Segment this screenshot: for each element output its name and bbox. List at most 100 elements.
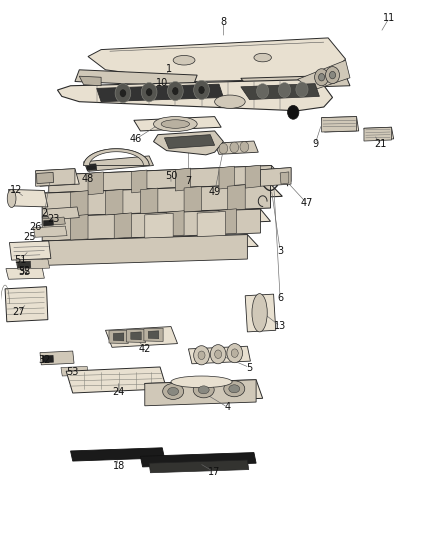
Circle shape (240, 142, 249, 152)
PathPatch shape (71, 191, 88, 216)
Ellipse shape (198, 386, 209, 394)
Text: 18: 18 (113, 461, 125, 471)
Text: 25: 25 (23, 232, 35, 243)
PathPatch shape (17, 261, 31, 268)
PathPatch shape (134, 117, 221, 131)
Circle shape (231, 349, 238, 358)
PathPatch shape (184, 187, 201, 212)
Text: 11: 11 (383, 13, 396, 23)
PathPatch shape (84, 149, 149, 165)
Circle shape (257, 84, 269, 99)
PathPatch shape (33, 226, 67, 237)
PathPatch shape (321, 117, 359, 132)
Text: 52: 52 (18, 266, 31, 276)
PathPatch shape (61, 367, 88, 376)
PathPatch shape (71, 448, 164, 461)
PathPatch shape (364, 127, 392, 141)
Circle shape (120, 89, 127, 98)
PathPatch shape (57, 79, 332, 111)
PathPatch shape (88, 38, 346, 82)
PathPatch shape (321, 117, 357, 132)
PathPatch shape (106, 327, 177, 348)
Ellipse shape (171, 376, 232, 387)
PathPatch shape (43, 220, 53, 226)
Ellipse shape (168, 387, 179, 395)
Text: 17: 17 (208, 467, 221, 477)
Text: 2: 2 (41, 208, 47, 219)
Circle shape (279, 83, 290, 98)
PathPatch shape (113, 333, 124, 341)
PathPatch shape (141, 188, 158, 214)
PathPatch shape (49, 165, 272, 196)
Text: 24: 24 (113, 387, 125, 398)
PathPatch shape (42, 184, 283, 205)
Ellipse shape (173, 55, 195, 65)
PathPatch shape (35, 168, 75, 186)
Ellipse shape (7, 189, 16, 207)
PathPatch shape (106, 189, 123, 215)
PathPatch shape (127, 329, 146, 343)
PathPatch shape (228, 184, 245, 210)
PathPatch shape (6, 268, 44, 279)
Circle shape (198, 351, 205, 360)
PathPatch shape (114, 213, 132, 238)
PathPatch shape (219, 166, 234, 189)
PathPatch shape (36, 172, 53, 183)
PathPatch shape (197, 212, 226, 237)
Text: 26: 26 (29, 222, 42, 232)
Circle shape (227, 344, 243, 363)
Text: 27: 27 (12, 306, 25, 317)
PathPatch shape (46, 207, 79, 220)
Circle shape (172, 87, 179, 95)
Ellipse shape (193, 382, 214, 398)
Ellipse shape (153, 117, 197, 132)
PathPatch shape (188, 346, 251, 364)
Text: 46: 46 (130, 134, 142, 144)
Text: 47: 47 (300, 198, 312, 208)
PathPatch shape (145, 379, 263, 402)
PathPatch shape (88, 172, 103, 195)
PathPatch shape (219, 209, 237, 235)
PathPatch shape (241, 75, 350, 89)
PathPatch shape (40, 351, 74, 365)
Text: 9: 9 (312, 139, 318, 149)
Text: 35: 35 (18, 267, 31, 277)
PathPatch shape (280, 172, 289, 184)
PathPatch shape (5, 287, 48, 322)
PathPatch shape (84, 156, 153, 171)
PathPatch shape (42, 209, 261, 241)
PathPatch shape (145, 213, 173, 238)
PathPatch shape (141, 453, 256, 467)
Circle shape (194, 80, 209, 100)
PathPatch shape (86, 164, 97, 170)
Ellipse shape (224, 381, 245, 397)
PathPatch shape (42, 217, 65, 225)
PathPatch shape (131, 332, 141, 340)
Ellipse shape (162, 383, 184, 399)
Circle shape (141, 83, 157, 102)
Text: 49: 49 (208, 187, 221, 197)
PathPatch shape (97, 84, 223, 102)
PathPatch shape (164, 135, 215, 149)
Text: 23: 23 (47, 214, 59, 224)
Text: 48: 48 (82, 174, 94, 184)
Circle shape (146, 88, 152, 96)
PathPatch shape (166, 211, 184, 236)
PathPatch shape (148, 331, 159, 339)
Circle shape (167, 82, 183, 101)
PathPatch shape (49, 165, 283, 187)
Circle shape (194, 346, 209, 365)
Text: 12: 12 (10, 185, 22, 196)
PathPatch shape (175, 168, 191, 191)
PathPatch shape (245, 294, 276, 332)
Circle shape (296, 82, 308, 97)
PathPatch shape (42, 184, 271, 217)
PathPatch shape (42, 235, 247, 265)
Ellipse shape (161, 120, 190, 128)
PathPatch shape (71, 214, 88, 240)
Text: 51: 51 (14, 255, 27, 264)
Text: 32: 32 (38, 354, 50, 365)
PathPatch shape (153, 131, 223, 155)
Text: 50: 50 (165, 171, 177, 181)
PathPatch shape (245, 165, 261, 188)
